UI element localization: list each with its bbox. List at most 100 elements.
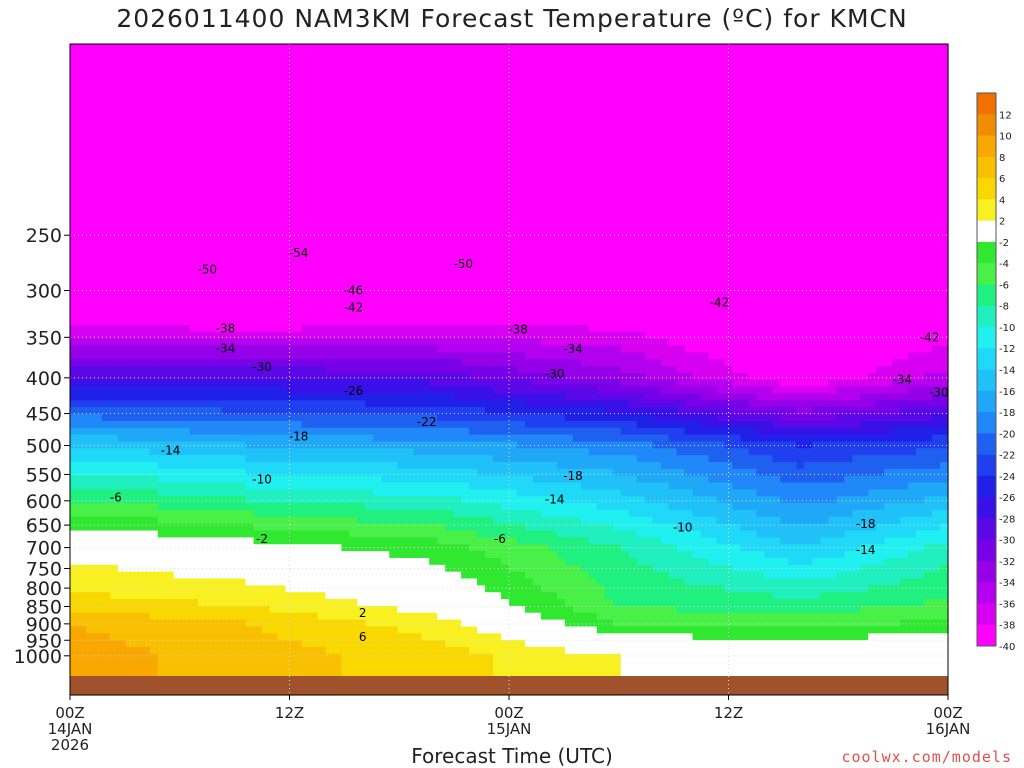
field-cell	[229, 133, 239, 141]
field-cell	[293, 126, 303, 134]
field-cell	[229, 146, 239, 155]
field-cell	[932, 304, 941, 312]
field-cell	[900, 146, 909, 155]
field-cell	[469, 126, 478, 134]
field-cell	[261, 283, 271, 292]
field-cell	[852, 146, 861, 155]
field-cell	[261, 352, 271, 360]
field-cell	[804, 235, 813, 244]
field-cell	[748, 318, 758, 326]
field-cell	[93, 229, 103, 237]
field-cell	[477, 304, 486, 312]
field-cell	[365, 139, 374, 148]
field-cell	[301, 304, 311, 312]
field-cell	[157, 304, 167, 312]
field-cell	[540, 85, 550, 93]
field-cell	[221, 174, 231, 182]
field-cell	[676, 139, 686, 148]
field-cell	[524, 215, 534, 223]
field-cell	[469, 153, 478, 162]
field-cell	[780, 85, 789, 93]
field-cell	[373, 160, 382, 168]
field-cell	[852, 290, 861, 299]
field-cell	[876, 194, 885, 203]
field-cell	[101, 208, 111, 216]
field-cell	[381, 133, 390, 141]
field-cell	[684, 98, 694, 107]
field-cell	[509, 311, 518, 319]
field-cell	[357, 194, 366, 203]
field-cell	[588, 311, 598, 319]
field-cell	[724, 126, 734, 134]
field-cell	[349, 290, 358, 299]
field-cell	[636, 242, 646, 251]
field-cell	[708, 57, 718, 66]
field-cell	[357, 263, 366, 271]
field-cell	[788, 297, 797, 305]
field-cell	[365, 160, 374, 168]
field-cell	[197, 304, 207, 312]
field-cell	[612, 201, 622, 210]
field-cell	[253, 50, 263, 59]
field-cell	[493, 98, 502, 107]
field-cell	[740, 64, 750, 73]
field-cell	[149, 352, 159, 360]
field-cell	[828, 222, 837, 230]
field-cell	[908, 64, 917, 73]
field-cell	[189, 222, 199, 230]
field-cell	[117, 194, 127, 203]
field-cell	[317, 352, 327, 360]
field-cell	[365, 297, 374, 305]
field-cell	[109, 126, 119, 134]
field-cell	[70, 57, 79, 66]
field-cell	[908, 194, 917, 203]
field-cell	[788, 201, 797, 210]
field-cell	[501, 139, 510, 148]
field-cell	[405, 126, 414, 134]
field-cell	[516, 331, 526, 340]
field-cell	[221, 98, 231, 107]
field-cell	[940, 174, 949, 182]
field-cell	[788, 249, 797, 258]
field-cell	[421, 338, 430, 347]
field-cell	[197, 242, 207, 251]
field-cell	[620, 174, 630, 182]
field-cell	[940, 311, 949, 319]
field-cell	[165, 50, 175, 59]
field-cell	[381, 44, 390, 52]
field-cell	[612, 133, 622, 141]
field-cell	[469, 249, 478, 258]
field-cell	[437, 345, 446, 353]
field-cell	[828, 235, 837, 244]
field-cell	[644, 235, 654, 244]
field-cell	[293, 167, 303, 175]
field-cell	[453, 256, 462, 264]
field-cell	[461, 304, 470, 312]
field-cell	[532, 304, 542, 312]
field-cell	[812, 338, 821, 347]
field-cell	[157, 44, 167, 52]
field-cell	[636, 318, 646, 326]
field-cell	[245, 229, 255, 237]
field-cell	[780, 126, 789, 134]
field-cell	[141, 174, 151, 182]
field-cell	[421, 249, 430, 258]
field-cell	[924, 112, 933, 120]
field-cell	[117, 133, 127, 141]
field-cell	[141, 311, 151, 319]
field-cell	[357, 215, 366, 223]
field-cell	[924, 160, 933, 168]
field-cell	[724, 263, 734, 271]
field-cell	[109, 201, 119, 210]
field-cell	[309, 146, 319, 155]
field-cell	[852, 167, 861, 175]
field-cell	[213, 105, 223, 114]
field-cell	[165, 331, 175, 340]
field-cell	[125, 112, 135, 120]
field-cell	[101, 160, 111, 168]
field-cell	[620, 160, 630, 168]
field-cell	[852, 249, 861, 258]
field-cell	[165, 146, 175, 155]
field-cell	[85, 187, 95, 196]
field-cell	[732, 57, 742, 66]
